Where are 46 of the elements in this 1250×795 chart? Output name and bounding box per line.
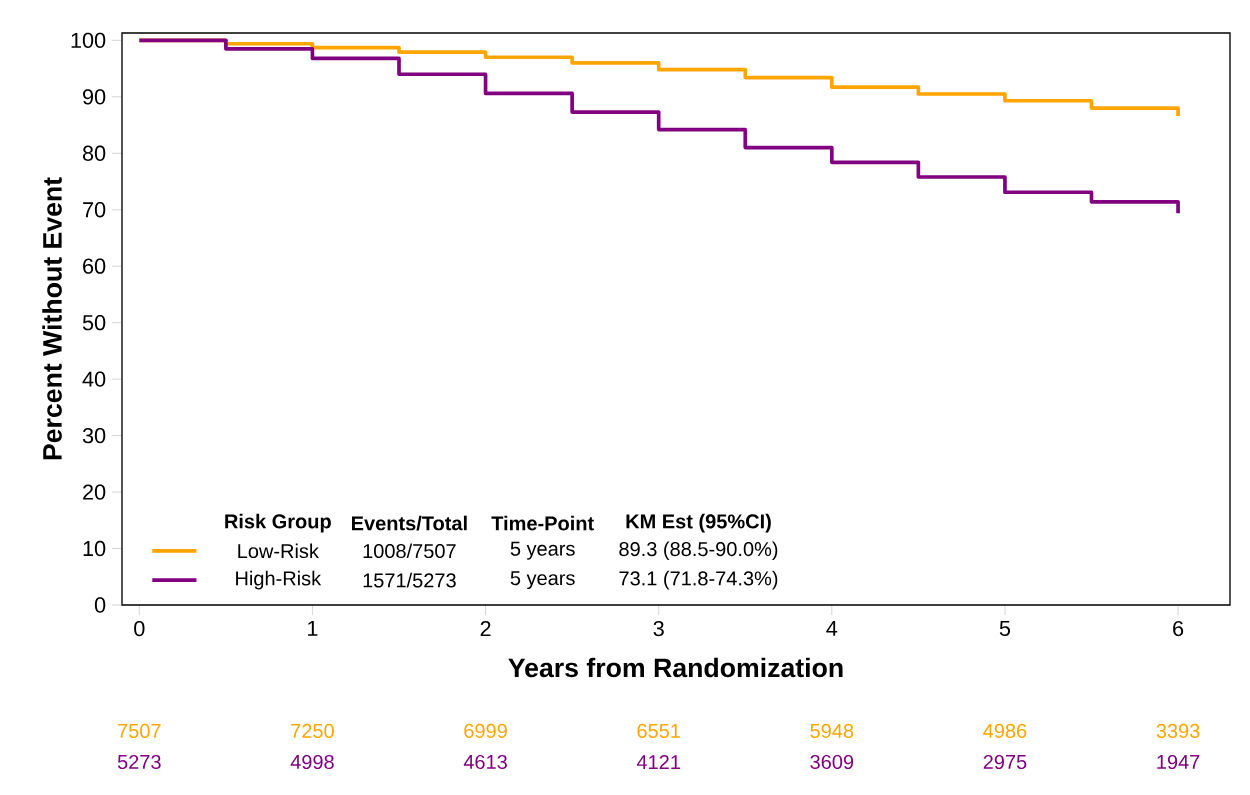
y-tick-label: 40 (82, 371, 106, 387)
x-tick-label: 4 (826, 620, 838, 636)
annotation: Risk Group (225, 513, 331, 533)
text: 4121 (636, 755, 680, 769)
y-tick-label: 50 (82, 314, 106, 331)
text: 3609 (810, 754, 854, 770)
x-axis-title: Years from Randomization (508, 657, 843, 678)
y-tick-label: 10 (83, 540, 106, 557)
text: 2975 (983, 754, 1027, 770)
text: 4613 (463, 754, 507, 770)
y-tick-label: 70 (83, 202, 106, 218)
text: 1947 (1157, 754, 1200, 770)
annotation: 89.3 (88.5-90.0%) (619, 541, 778, 561)
text: 4998 (290, 754, 334, 770)
x-tick-label: 2 (480, 620, 491, 637)
y-tick-label: 60 (83, 258, 106, 274)
annotation: 5 years (510, 541, 575, 560)
text: 7507 (118, 723, 161, 738)
y-tick-label: 30 (82, 427, 106, 444)
y-tick-label: 100 (71, 32, 106, 48)
text: 5273 (117, 754, 161, 770)
text: 5948 (810, 723, 854, 738)
annotation: 5 years (510, 571, 575, 590)
x-tick-label: 3 (653, 620, 664, 637)
annotation: 1571/5273 (363, 572, 456, 588)
y-axis-title: Percent Without Event (42, 177, 62, 460)
y-tick-label: 20 (83, 484, 106, 500)
x-tick-label: 5 (999, 620, 1011, 637)
annotation: KM Est (95%CI) (626, 513, 771, 533)
x-tick-label: 0 (134, 620, 145, 637)
y-tick-label: 80 (82, 145, 106, 161)
y-tick-label: 0 (94, 597, 106, 613)
annotation: Events/Total (352, 515, 467, 531)
text: 6999 (464, 723, 507, 738)
legend-label: Low-Risk (238, 543, 319, 559)
text: 3393 (1156, 723, 1200, 738)
y-tick-label: 90 (83, 89, 106, 105)
x-tick-label: 6 (1173, 620, 1184, 637)
annotation: 73.1 (71.8-74.3%) (619, 570, 778, 590)
annotation: 1008/7507 (363, 543, 456, 559)
annotation: Time-Point (491, 515, 594, 531)
text: 4986 (983, 723, 1027, 738)
x-tick-label: 1 (308, 620, 318, 636)
legend-label: High-Risk (236, 570, 322, 590)
text: 7250 (291, 723, 334, 738)
text: 6551 (637, 723, 680, 738)
